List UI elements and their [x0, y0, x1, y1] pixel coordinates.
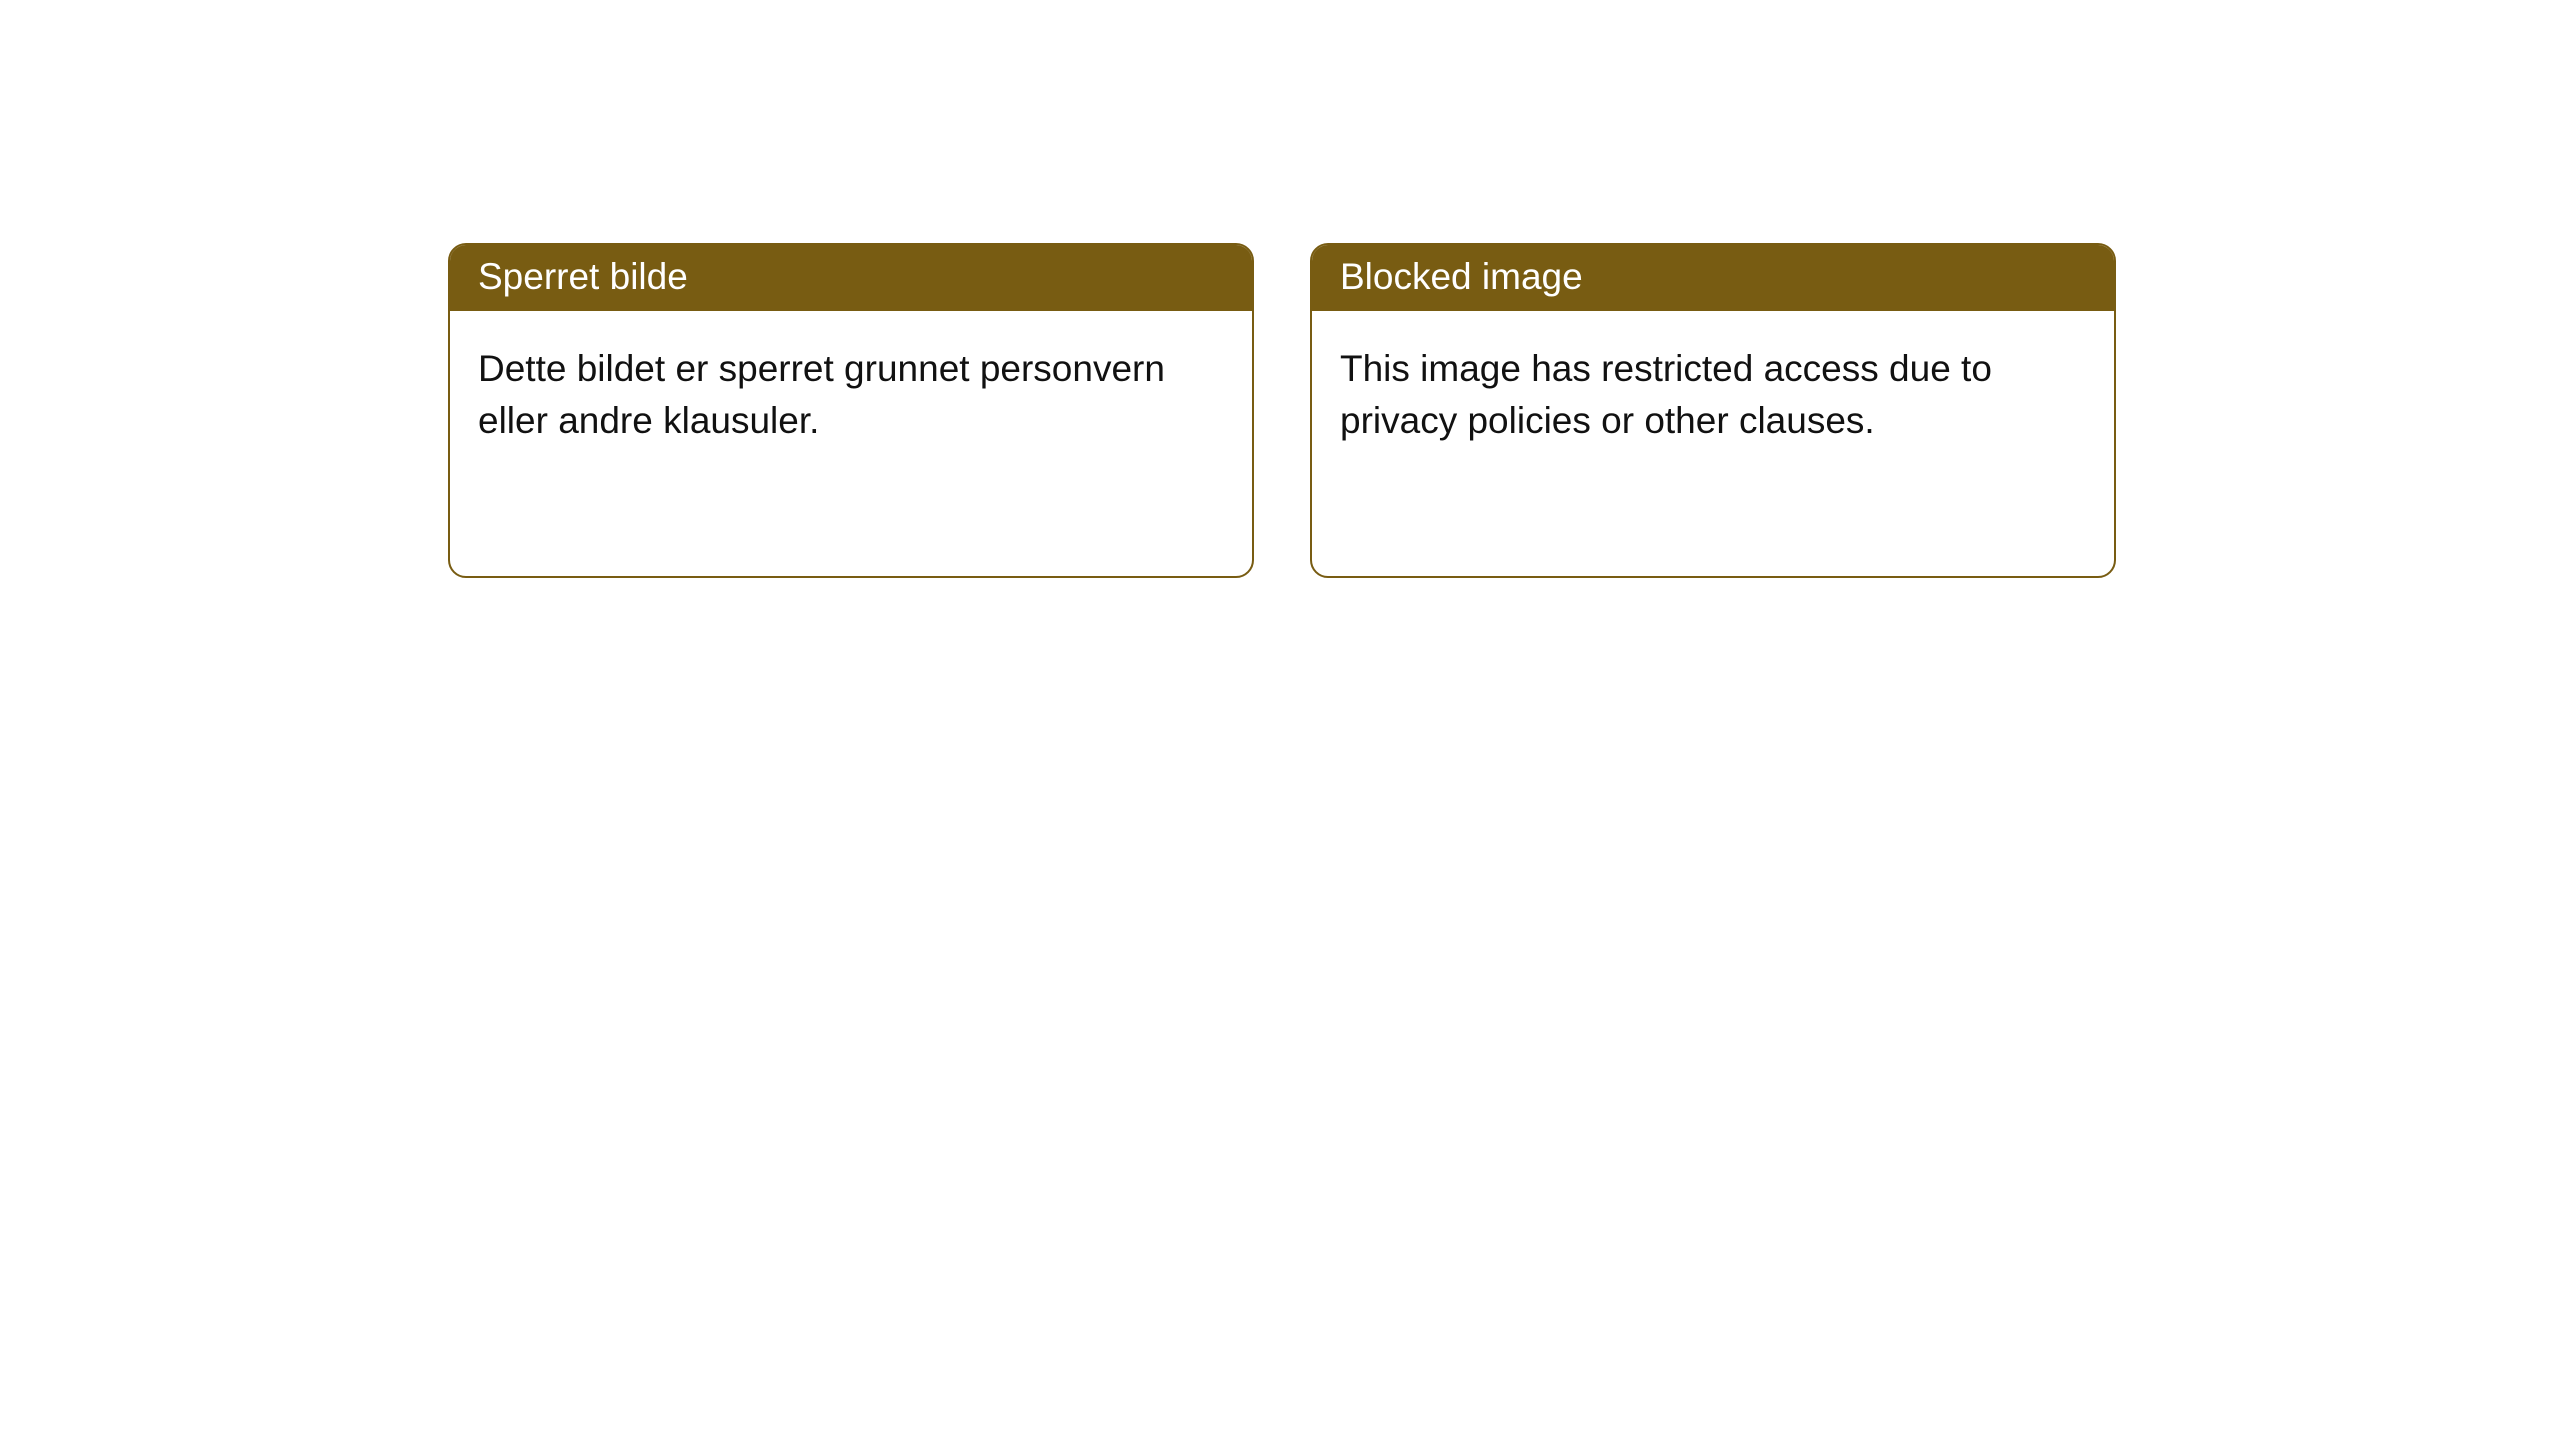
card-message-en: This image has restricted access due to … [1340, 348, 1992, 441]
card-title-no: Sperret bilde [478, 256, 688, 297]
notice-container: Sperret bilde Dette bildet er sperret gr… [0, 0, 2560, 578]
card-title-en: Blocked image [1340, 256, 1583, 297]
blocked-image-card-no: Sperret bilde Dette bildet er sperret gr… [448, 243, 1254, 578]
card-header-no: Sperret bilde [450, 245, 1252, 311]
card-body-en: This image has restricted access due to … [1312, 311, 2114, 479]
card-header-en: Blocked image [1312, 245, 2114, 311]
card-message-no: Dette bildet er sperret grunnet personve… [478, 348, 1165, 441]
blocked-image-card-en: Blocked image This image has restricted … [1310, 243, 2116, 578]
card-body-no: Dette bildet er sperret grunnet personve… [450, 311, 1252, 479]
